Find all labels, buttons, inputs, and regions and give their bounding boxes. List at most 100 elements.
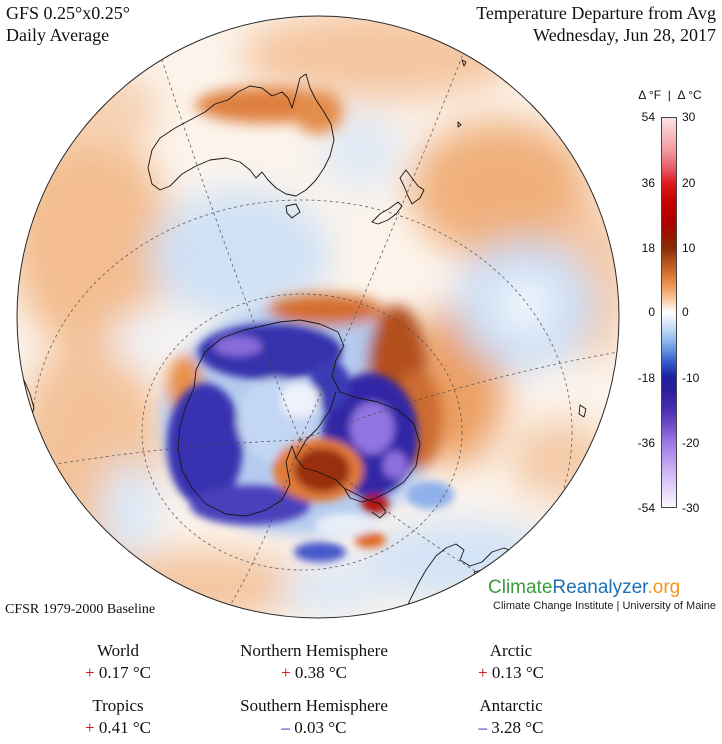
anomaly-patch bbox=[350, 402, 394, 454]
falkland-islands-outline bbox=[473, 569, 487, 581]
anomaly-patch bbox=[294, 542, 346, 562]
new-zealand-north-outline bbox=[399, 169, 425, 205]
stat-antarctic: Antarctic – 3.28 °C bbox=[411, 695, 611, 739]
anomaly-patch bbox=[383, 451, 407, 479]
colorbar-tick-c: 0 bbox=[682, 305, 689, 319]
stat-region-label: Southern Hemisphere bbox=[240, 696, 388, 715]
antarctica-outline bbox=[177, 319, 421, 517]
stat-value: 0.13 °C bbox=[491, 663, 544, 682]
baseline-label: CFSR 1979-2000 Baseline bbox=[5, 602, 156, 617]
stat-region-label: Antarctic bbox=[479, 696, 543, 715]
anomaly-patch bbox=[17, 130, 170, 350]
stat-tropics: Tropics + 0.41 °C bbox=[18, 695, 218, 739]
site-logo[interactable]: ClimateReanalyzer.org bbox=[488, 577, 680, 599]
anomaly-patch bbox=[406, 481, 454, 509]
stat-value: 0.38 °C bbox=[294, 663, 347, 682]
map-title: Temperature Departure from Avg bbox=[476, 3, 716, 23]
anomaly-patch bbox=[100, 460, 160, 560]
stat-value-row: + 0.38 °C bbox=[214, 662, 414, 684]
anomaly-patch bbox=[280, 382, 320, 418]
globe-map bbox=[16, 15, 620, 619]
australia-outline bbox=[147, 73, 335, 197]
anomaly-patch bbox=[410, 120, 590, 260]
stat-value: 0.41 °C bbox=[98, 718, 151, 737]
anomaly-patch bbox=[293, 90, 343, 134]
stat-northern-hemisphere: Northern Hemisphere + 0.38 °C bbox=[214, 640, 414, 684]
stat-sign: + bbox=[281, 663, 291, 682]
logo-subtitle: Climate Change Institute | University of… bbox=[493, 600, 716, 612]
anomaly-patch bbox=[510, 420, 610, 500]
model-label: GFS 0.25°x0.25° bbox=[6, 3, 130, 23]
colorbar-tick-f: -36 bbox=[637, 436, 655, 450]
south-america-outline bbox=[399, 543, 523, 618]
anomaly-patch bbox=[110, 310, 190, 370]
anomaly-patch bbox=[354, 532, 386, 548]
anomaly-patch bbox=[150, 190, 330, 320]
temperature-field-antarctic bbox=[167, 324, 454, 562]
anomaly-patch bbox=[361, 494, 389, 514]
colorbar-tick-f: -54 bbox=[637, 501, 655, 515]
globe-surface bbox=[17, 16, 619, 618]
anomaly-patch bbox=[280, 565, 380, 615]
colorbar-tick-f: -18 bbox=[637, 371, 655, 385]
colorbar-tick-f: 36 bbox=[641, 176, 655, 190]
colorbar-tick-c: -30 bbox=[682, 501, 700, 515]
latitude-line bbox=[141, 293, 463, 571]
colorbar-tick-c: -20 bbox=[682, 436, 700, 450]
stat-sign: + bbox=[85, 718, 95, 737]
stat-region-label: Tropics bbox=[92, 696, 144, 715]
header-right: Temperature Departure from Avg Wednesday… bbox=[476, 2, 716, 46]
graticule bbox=[21, 21, 619, 618]
stat-region-label: Northern Hemisphere bbox=[240, 641, 388, 660]
island-outline bbox=[457, 121, 462, 128]
stat-southern-hemisphere: Southern Hemisphere – 0.03 °C bbox=[214, 695, 414, 739]
colorbar-tick-f: 54 bbox=[641, 110, 655, 124]
island-outline bbox=[461, 59, 467, 67]
header-left: GFS 0.25°x0.25° Daily Average bbox=[6, 2, 130, 46]
globe-outline bbox=[16, 15, 620, 619]
anomaly-patch bbox=[214, 336, 262, 356]
new-zealand-south-outline bbox=[371, 201, 403, 225]
colorbar-tick-f: 0 bbox=[648, 305, 655, 319]
colorbar-units-header: Δ °F | Δ °C bbox=[638, 88, 702, 102]
colorbar-tick-c: 10 bbox=[682, 241, 696, 255]
colorbar-tick-f: 18 bbox=[641, 241, 655, 255]
stat-value: 0.03 °C bbox=[294, 718, 347, 737]
stat-value-row: + 0.13 °C bbox=[411, 662, 611, 684]
ice-shelf-outline bbox=[295, 391, 337, 459]
map-date: Wednesday, Jun 28, 2017 bbox=[533, 25, 716, 45]
logo-part-reanalyzer: Reanalyzer bbox=[552, 577, 648, 598]
anomaly-patch bbox=[240, 16, 520, 100]
meridian-line bbox=[21, 439, 301, 471]
anomaly-patch bbox=[310, 360, 350, 410]
stat-region-label: Arctic bbox=[489, 641, 533, 660]
stat-value-row: + 0.17 °C bbox=[18, 662, 218, 684]
stat-value: 0.17 °C bbox=[98, 663, 151, 682]
antarctic-peninsula-outline bbox=[343, 487, 387, 519]
period-label: Daily Average bbox=[6, 25, 110, 45]
stat-sign: – bbox=[281, 718, 291, 737]
anomaly-patch bbox=[315, 513, 375, 537]
stat-value-row: + 0.41 °C bbox=[18, 717, 218, 739]
stat-region-label: World bbox=[96, 641, 140, 660]
meridian-line bbox=[149, 21, 301, 441]
anomaly-patch bbox=[495, 275, 555, 335]
colorbar-tick-c: 30 bbox=[682, 110, 696, 124]
logo-part-climate: Climate bbox=[488, 577, 553, 598]
island-outline bbox=[578, 404, 587, 418]
colorbar-tick-c: 20 bbox=[682, 176, 696, 190]
anomaly-patch bbox=[294, 448, 350, 492]
colorbar-tick-c: -10 bbox=[682, 371, 700, 385]
meridian-line bbox=[299, 351, 619, 441]
meridian-line bbox=[224, 439, 301, 615]
stat-value-row: – 3.28 °C bbox=[411, 717, 611, 739]
stat-sign: + bbox=[85, 663, 95, 682]
stat-world: World + 0.17 °C bbox=[18, 640, 218, 684]
colorbar-gradient bbox=[661, 117, 677, 508]
stat-sign: + bbox=[478, 663, 488, 682]
anomaly-patch bbox=[167, 383, 243, 507]
meridian-line bbox=[299, 439, 483, 576]
latitude-line bbox=[31, 199, 573, 618]
meridian-line bbox=[299, 35, 471, 441]
